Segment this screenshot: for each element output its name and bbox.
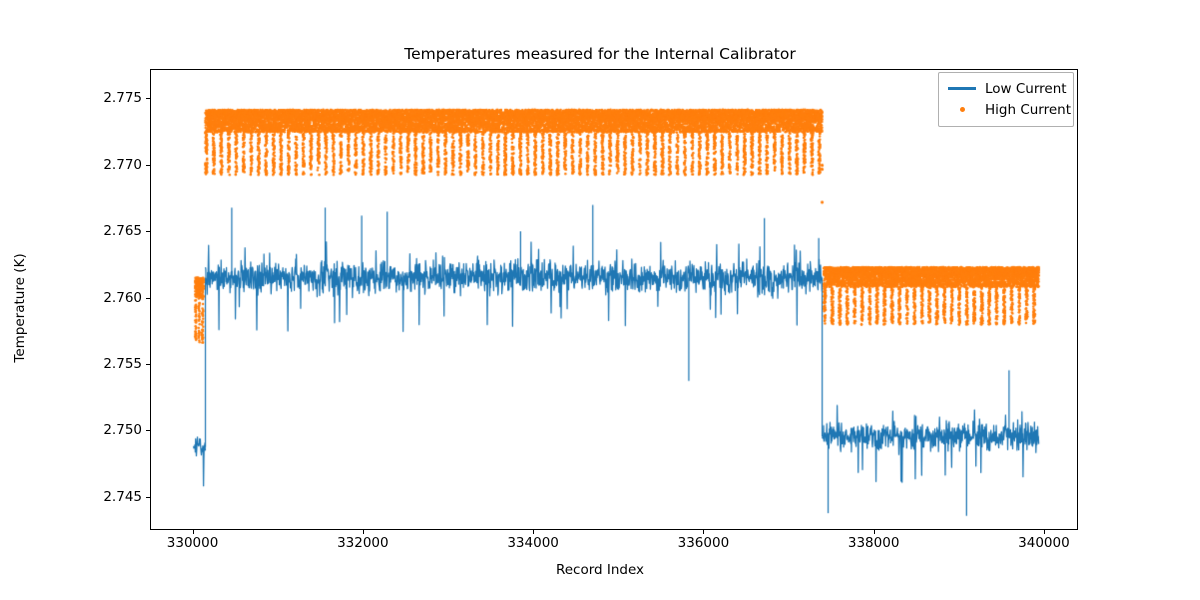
- legend-item-low-current[interactable]: Low Current: [945, 78, 1067, 99]
- x-tick-label: 334000: [507, 535, 559, 551]
- x-tick-mark: [1043, 530, 1046, 534]
- y-axis-label: Temperature (K): [12, 253, 28, 363]
- x-tick-label: 340000: [1018, 535, 1070, 551]
- plot-area: [150, 69, 1078, 530]
- x-tick-label: 338000: [847, 535, 900, 551]
- legend: Low Current High Current: [938, 72, 1074, 127]
- legend-item-high-current[interactable]: High Current: [945, 99, 1071, 120]
- x-tick-mark: [362, 530, 364, 534]
- x-tick-label: 330000: [166, 535, 219, 551]
- page-title: Temperatures measured for the Internal C…: [404, 45, 796, 63]
- x-tick-mark: [873, 530, 875, 534]
- y-tick-label: 2.770: [103, 156, 142, 173]
- y-tick-label: 2.760: [103, 289, 142, 306]
- y-tick-label: 2.765: [103, 223, 142, 240]
- legend-label-high-current: High Current: [985, 101, 1072, 118]
- dot-swatch-icon: [945, 107, 979, 112]
- x-tick-mark: [533, 530, 535, 534]
- y-tick-label: 2.775: [103, 90, 142, 107]
- line-swatch-icon: [945, 87, 979, 90]
- y-tick-label: 2.745: [103, 488, 142, 505]
- y-tick-label: 2.750: [103, 422, 142, 439]
- y-tick-label: 2.755: [103, 355, 142, 372]
- x-tick-mark: [192, 530, 194, 534]
- x-tick-label: 336000: [677, 535, 730, 551]
- legend-label-low-current: Low Current: [985, 80, 1067, 97]
- x-tick-label: 332000: [337, 535, 389, 551]
- x-tick-mark: [703, 530, 705, 534]
- x-axis-label: Record Index: [555, 562, 645, 578]
- chart-canvas: [151, 70, 1077, 529]
